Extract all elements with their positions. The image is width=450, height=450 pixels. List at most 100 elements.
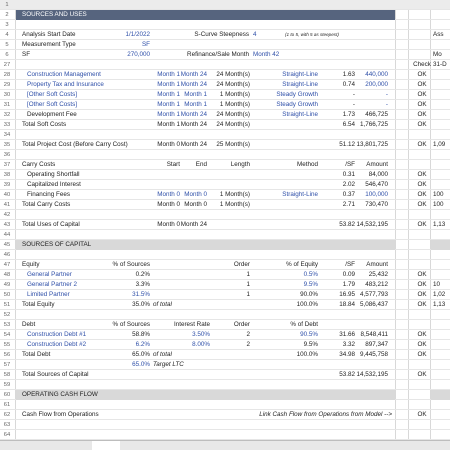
sheet-row: 36 — [0, 150, 450, 160]
cell-text: 1 Month(s) — [219, 91, 250, 98]
cell-text: 2 — [246, 341, 250, 348]
row-number: 42 — [3, 212, 11, 218]
cell-text: 100.0% — [296, 301, 318, 308]
cell-text: OK — [417, 341, 427, 348]
cell-text: % of Equity — [286, 261, 318, 268]
cell-text: Method — [296, 161, 318, 168]
cell-text: Month 0 — [157, 201, 180, 208]
sheet-row: 45 SOURCES OF CAPITAL — [0, 240, 450, 250]
cell-text: OK — [417, 301, 427, 308]
sheet-row: 52 — [0, 310, 450, 320]
sheet-row: 4 Analysis Start Date 1/1/2022 S-Curve Stee… — [0, 30, 450, 40]
cell-text: 3.3% — [135, 281, 150, 288]
cell-text: - — [385, 101, 388, 108]
cell-text: Month 1 — [157, 81, 180, 88]
cell-text: 9,445,758 — [359, 351, 388, 358]
cell-text: 90.5% — [300, 331, 318, 338]
row-number: 48 — [3, 272, 11, 278]
sheet-row: 5 Measurement Type SF — [0, 40, 450, 50]
row-number: 27 — [3, 62, 11, 68]
cell-text: [Other Soft Costs] — [27, 91, 78, 98]
cell-text: Debt — [22, 321, 36, 328]
cell-text: 1 Month(s) — [219, 191, 250, 198]
section-band — [16, 10, 395, 20]
cell-text: Construction Management — [27, 71, 101, 78]
sheet-row: 6 SF 270,000 Refinance/Sale Month Month 42 Mo — [0, 50, 450, 60]
cell-text: 1.63 — [342, 71, 355, 78]
cell-text: Month 24 — [180, 121, 207, 128]
grid-line — [430, 0, 431, 440]
sheet-row: 57 65.0% Target LTC — [0, 360, 450, 370]
cell-text: Interest Rate — [173, 321, 210, 328]
row-number: 41 — [3, 202, 11, 208]
cell-text: % of Sources — [112, 261, 150, 268]
section-band — [16, 390, 395, 400]
row-number: 39 — [3, 182, 11, 188]
cell-text: 440,000 — [365, 71, 388, 78]
cell-text: Month 24 — [180, 81, 207, 88]
cell-text: OK — [417, 201, 427, 208]
sheet-row: 46 — [0, 250, 450, 260]
row-number: 34 — [3, 132, 11, 138]
cell-text: 200,000 — [365, 81, 388, 88]
cell-text: 1 — [246, 291, 250, 298]
cell-text: Refinance/Sale Month — [187, 51, 249, 58]
cell-text: OPERATING CASH FLOW — [22, 391, 98, 398]
sheet-tab[interactable] — [92, 441, 120, 450]
cell-text: 10 — [433, 281, 441, 288]
cell-text: [Other Soft Costs] — [27, 101, 78, 108]
cell-text: Measurement Type — [22, 41, 76, 48]
sheet-row: 43 Total Uses of Capital Month 0 Month 24 53… — [0, 220, 450, 230]
cell-text: Total Uses of Capital — [22, 221, 80, 228]
cell-text: (1 to 5, with 5 as steepest) — [285, 32, 339, 37]
cell-text: of total — [153, 351, 172, 358]
row-number: 30 — [3, 92, 11, 98]
cell-text: Order — [233, 261, 250, 268]
cell-text: Month 1 — [157, 111, 180, 118]
cell-text: OK — [417, 71, 427, 78]
cell-text: 1,13 — [433, 221, 446, 228]
cell-text: Target LTC — [153, 361, 184, 368]
row-number: 6 — [5, 52, 9, 58]
cell-text: 2.71 — [342, 201, 355, 208]
cell-text: 25 Month(s) — [216, 141, 250, 148]
cell-text: End — [195, 161, 207, 168]
row-number: 38 — [3, 172, 11, 178]
sheet-tabs — [0, 440, 450, 450]
cell-text: Carry Costs — [22, 161, 56, 168]
cell-text: 35.0% — [132, 301, 150, 308]
sheet-row: 42 — [0, 210, 450, 220]
sheet-row: 58 Total Sources of Capital 53.82 14,532,19… — [0, 370, 450, 380]
section-band — [16, 240, 395, 250]
sheet-row: 34 — [0, 130, 450, 140]
cell-text: 9.5% — [303, 281, 318, 288]
sheet-row: 40 Financing Fees Month 0 Month 0 1 Month(s)… — [0, 190, 450, 200]
cell-text: 1.79 — [342, 281, 355, 288]
cell-text: 25,432 — [368, 271, 388, 278]
cell-text: 4,577,793 — [359, 291, 388, 298]
cell-text: 53.82 — [339, 371, 355, 378]
cell-text: Month 24 — [180, 111, 207, 118]
cell-text: OK — [417, 91, 427, 98]
row-number: 49 — [3, 282, 11, 288]
row-number: 52 — [3, 312, 11, 318]
sheet-row: 64 — [0, 430, 450, 440]
cell-text: 4 — [253, 31, 257, 38]
cell-text: Total Soft Costs — [22, 121, 67, 128]
cell-text: OK — [417, 121, 427, 128]
row-number: 1 — [5, 2, 9, 8]
row-number: 50 — [3, 292, 11, 298]
cell-text: Financing Fees — [27, 191, 71, 198]
cell-text: Month 1 — [157, 91, 180, 98]
cell-text: % of Sources — [112, 321, 150, 328]
cell-text: Analysis Start Date — [22, 31, 76, 38]
cell-text: OK — [417, 271, 427, 278]
sheet-row: 50 Limited Partner 31.5% 1 90.0% 16.95 4,577,7… — [0, 290, 450, 300]
row-number: 35 — [3, 142, 11, 148]
cell-text: Steady Growth — [276, 91, 318, 98]
sheet-row: 39 Capitalized Interest 2.02 546,470 OK — [0, 180, 450, 190]
cell-text: Total Debt — [22, 351, 51, 358]
cell-text: 270,000 — [127, 51, 150, 58]
row-number: 46 — [3, 252, 11, 258]
cell-text: Steady Growth — [276, 101, 318, 108]
